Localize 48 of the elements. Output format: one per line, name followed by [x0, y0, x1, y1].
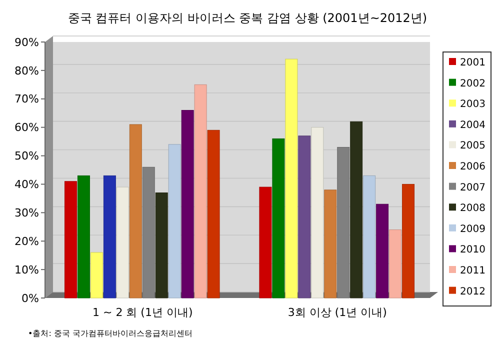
y-tick-label: 10% — [14, 263, 39, 276]
y-tick-label: 0% — [22, 292, 39, 305]
bar — [298, 136, 311, 298]
y-tick-label: 40% — [14, 178, 39, 192]
bar — [155, 192, 168, 298]
bar — [181, 110, 194, 298]
legend-label: 2004 — [460, 120, 486, 131]
bar — [311, 127, 324, 298]
legend-label: 2009 — [460, 224, 486, 235]
y-tick-label: 50% — [14, 150, 39, 163]
x-tick-label: 3회 이상 (1년 이내) — [288, 306, 387, 319]
bar — [285, 58, 298, 298]
y-tick-label: 70% — [14, 92, 39, 106]
y-tick-label: 90% — [14, 36, 39, 49]
bar — [272, 138, 285, 298]
chart-title: 중국 컴퓨터 이용자의 바이러스 중복 감염 상황 (2001년~2012년) — [68, 11, 428, 25]
legend-label: 2006 — [460, 162, 486, 172]
bar — [389, 229, 402, 298]
legend-label: 2005 — [460, 140, 486, 152]
bar — [129, 124, 142, 298]
y-tick-label: 30% — [14, 206, 39, 220]
legend-label: 2008 — [460, 203, 486, 214]
bar — [376, 204, 389, 298]
y-tick-label: 60% — [14, 121, 39, 134]
bar — [90, 252, 103, 298]
bar — [116, 186, 129, 298]
legend-label: 2012 — [460, 286, 486, 298]
bar — [77, 175, 90, 298]
y-tick-label: 80% — [14, 64, 39, 78]
bar — [194, 84, 207, 298]
y-tick-label: 20% — [14, 234, 39, 248]
legend-label: 2001 — [460, 58, 486, 68]
x-tick-label: 1 ~ 2 회 (1년 이내) — [92, 306, 193, 319]
legend-label: 2002 — [460, 78, 486, 90]
legend-label: 2007 — [460, 182, 486, 194]
bar — [168, 144, 181, 298]
bar — [259, 186, 272, 298]
bar — [207, 130, 220, 298]
legend-label: 2010 — [460, 244, 486, 256]
text: •출처: 중국 국가컴퓨터바이러스응급처리센터 — [28, 329, 192, 338]
bar — [350, 121, 363, 298]
bar — [103, 175, 116, 298]
bar — [402, 184, 415, 298]
bar — [324, 190, 337, 298]
legend-label: 2003 — [460, 99, 486, 110]
bar — [363, 175, 376, 298]
legend-label: 2011 — [460, 266, 486, 276]
bar — [64, 181, 77, 298]
